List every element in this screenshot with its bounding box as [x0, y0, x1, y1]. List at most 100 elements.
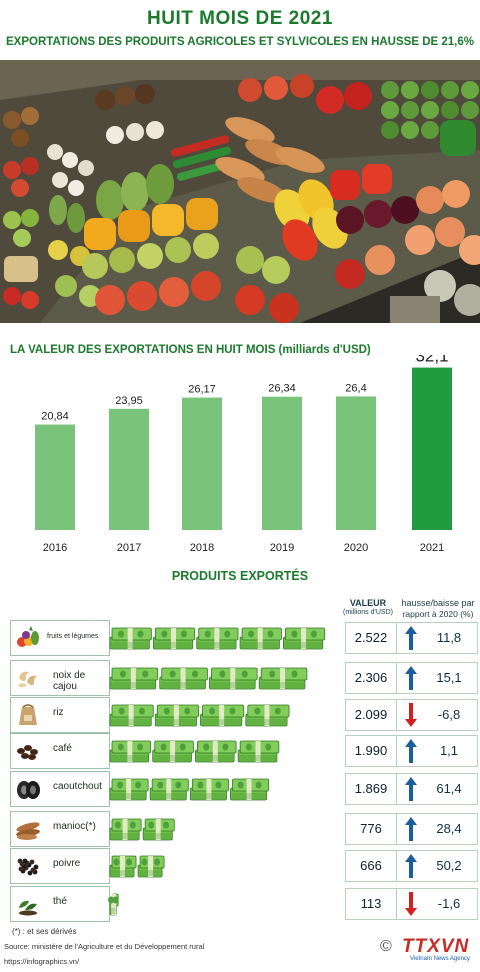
product-label-box: caoutchout [10, 771, 110, 807]
source-url: https://infographics.vn/ [4, 957, 80, 966]
money-stack-bar [109, 778, 270, 801]
product-value: 1.869 [345, 773, 397, 805]
product-change-box: 15,1 [396, 662, 478, 694]
logo-subtext: Vietnam News Agency [410, 956, 470, 962]
product-name: fruits et légumes [47, 633, 99, 640]
product-label-box: café [10, 733, 110, 769]
logo-text: TTXVN [402, 936, 470, 957]
bar-2017 [109, 408, 149, 530]
product-name: poivre [53, 858, 81, 869]
x-tick-label: 2019 [270, 542, 294, 554]
bar-value-label: 26,17 [188, 384, 216, 396]
bar-value-label: 23,95 [115, 395, 143, 407]
product-value: 666 [345, 850, 397, 882]
product-row: fruits et légumes 2.522 11,8 [0, 620, 480, 656]
product-name: noix de cajou [53, 670, 86, 692]
bar-value-label: 26,4 [345, 382, 366, 394]
product-name: thé [53, 896, 67, 907]
arrow-up-icon [405, 854, 417, 878]
product-name: manioc(*) [53, 821, 96, 832]
product-change-percent: 15,1 [436, 670, 462, 685]
tea-icon [19, 900, 37, 916]
arrow-up-icon [405, 739, 417, 763]
product-row: riz 2.099 -6,8 [0, 697, 480, 733]
product-row: caoutchout 1.869 61,4 [0, 771, 480, 807]
product-change-box: -6,8 [396, 699, 478, 731]
product-name: caoutchout [53, 781, 102, 792]
product-change-percent: -6,8 [437, 707, 461, 722]
product-value: 776 [345, 813, 397, 845]
fruit-icon [17, 626, 39, 647]
bar-value-label: 26,34 [268, 383, 296, 395]
product-change-percent: 28,4 [436, 821, 462, 836]
rice-sack-icon [19, 704, 37, 725]
product-label-box: thé [10, 886, 110, 922]
product-change-percent: 1,1 [439, 743, 459, 758]
product-change-box: -1,6 [396, 888, 478, 920]
product-value: 2.306 [345, 662, 397, 694]
cassava-icon [16, 822, 40, 840]
cashew-icon [18, 671, 37, 688]
page-subtitle: EXPORTATIONS DES PRODUITS AGRICOLES ET S… [6, 36, 474, 48]
export-value-bar-chart: 20,84 2016 23,95 2017 26,17 2018 26,34 2019 26,4… [35, 355, 452, 554]
x-tick-label: 2021 [420, 542, 444, 554]
money-stack-bar [109, 667, 308, 690]
arrow-up-icon [405, 626, 417, 650]
bar-value-label: 32,1 [415, 355, 448, 366]
tyre-icon [17, 781, 40, 799]
bar-2020 [336, 396, 376, 530]
money-stack-bar [109, 740, 280, 763]
bar-2016 [35, 424, 75, 530]
x-tick-label: 2016 [43, 542, 67, 554]
column-header-value: VALEUR [349, 598, 387, 608]
bar-2019 [262, 396, 302, 530]
column-header-change-unit: rapport à 2020 (%) [402, 609, 474, 619]
product-value: 2.099 [345, 699, 397, 731]
product-row: thé 113 -1,6 [0, 886, 480, 922]
arrow-up-icon [405, 666, 417, 690]
arrow-up-icon [405, 777, 417, 801]
bar-2021 [412, 367, 452, 530]
product-value: 1.990 [345, 735, 397, 767]
product-label-box: fruits et légumes [10, 620, 110, 656]
money-stack-bar [109, 818, 175, 841]
arrow-down-icon [405, 892, 417, 916]
product-label-box: riz [10, 697, 110, 733]
product-change-box: 50,2 [396, 850, 478, 882]
column-header-change: hausse/baisse par [401, 598, 475, 608]
coffee-bean-icon [17, 745, 38, 760]
footnote: (*) : et ses dérivés [12, 927, 77, 936]
product-change-box: 1,1 [396, 735, 478, 767]
x-tick-label: 2020 [344, 542, 368, 554]
page-title: HUIT MOIS DE 2021 [147, 8, 333, 29]
product-change-box: 11,8 [396, 622, 478, 654]
product-row: manioc(*) 776 28,4 [0, 811, 480, 847]
bar-2018 [182, 397, 222, 530]
product-value: 113 [345, 888, 397, 920]
product-change-box: 28,4 [396, 813, 478, 845]
product-name: riz [53, 707, 64, 718]
product-change-percent: -1,6 [437, 896, 461, 911]
money-stack-bar [109, 704, 290, 727]
money-stack-bar [109, 855, 165, 878]
chart-title: LA VALEUR DES EXPORTATIONS EN HUIT MOIS … [10, 344, 371, 356]
copyright-symbol: © [380, 938, 392, 955]
product-change-box: 61,4 [396, 773, 478, 805]
product-label-box: manioc(*) [10, 811, 110, 847]
product-change-percent: 61,4 [436, 781, 462, 796]
money-stack-bar [108, 893, 119, 916]
product-label-box: noix de cajou [10, 660, 110, 696]
products-title: PRODUITS EXPORTÉS [171, 569, 309, 583]
source-text: Source: ministère de l'Agriculture et du… [4, 942, 205, 951]
product-row: poivre 666 50,2 [0, 848, 480, 884]
ttxvn-logo: © TTXVN Vietnam News Agency [380, 936, 476, 966]
pepper-icon [17, 858, 39, 876]
product-row: café 1.990 1,1 [0, 733, 480, 769]
money-stack-bar [109, 627, 326, 650]
product-change-percent: 11,8 [436, 630, 462, 645]
product-label-box: poivre [10, 848, 110, 884]
product-row: noix de cajou 2.306 15,1 [0, 660, 480, 696]
column-header-value-unit: (millions d'USD) [343, 609, 393, 616]
product-change-percent: 50,2 [436, 858, 462, 873]
x-tick-label: 2018 [190, 542, 214, 554]
